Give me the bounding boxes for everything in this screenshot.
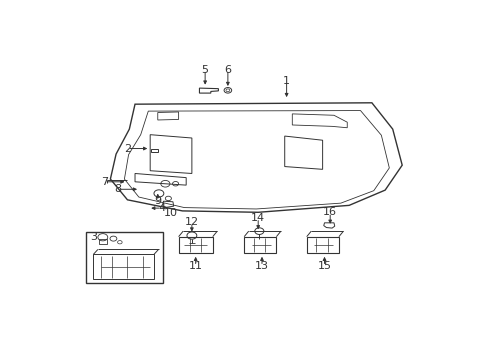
Text: 14: 14 xyxy=(251,213,264,223)
Text: 7: 7 xyxy=(101,177,108,187)
Bar xyxy=(85,232,163,283)
Text: 6: 6 xyxy=(224,64,231,75)
Bar xyxy=(93,255,154,279)
Text: 8: 8 xyxy=(114,184,122,194)
Text: 15: 15 xyxy=(317,261,331,271)
Text: 13: 13 xyxy=(254,261,268,271)
Text: 1: 1 xyxy=(283,76,289,86)
Text: 2: 2 xyxy=(123,144,131,153)
Text: 12: 12 xyxy=(184,217,199,227)
Text: 3: 3 xyxy=(90,232,97,242)
Text: 4: 4 xyxy=(158,203,165,213)
Text: 16: 16 xyxy=(323,207,337,217)
Bar xyxy=(99,239,107,244)
Bar xyxy=(244,237,276,253)
Bar xyxy=(178,237,212,253)
Bar xyxy=(306,237,338,253)
Text: 9: 9 xyxy=(154,196,161,206)
Text: 11: 11 xyxy=(188,261,202,271)
Text: 10: 10 xyxy=(163,208,178,218)
Text: 5: 5 xyxy=(201,64,208,75)
